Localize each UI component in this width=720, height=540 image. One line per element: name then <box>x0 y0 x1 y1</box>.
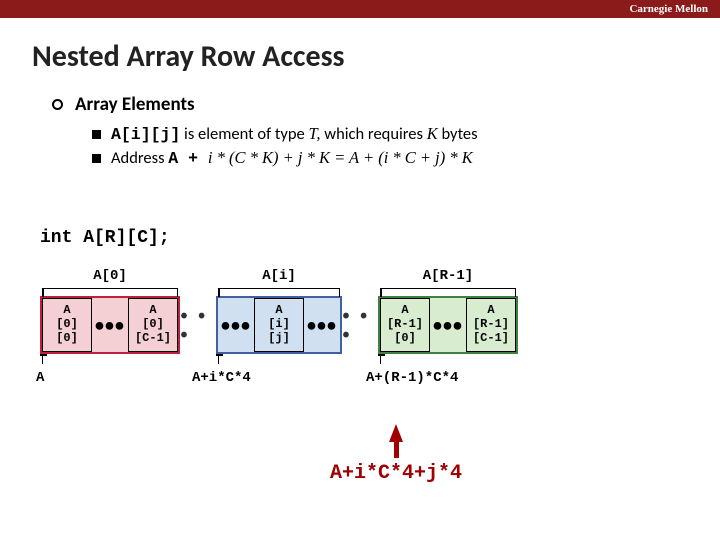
row-box-R: A [R-1] [0] ••• A [R-1] [C-1] <box>378 296 518 354</box>
bullet-line-1: A[i][j] is element of type T, which requ… <box>92 124 720 144</box>
section-heading-text: Array Elements <box>75 93 195 116</box>
dots: ••• <box>430 298 466 352</box>
gap-dots-1: • • • <box>180 306 216 344</box>
addr-R: A+(R-1)*C*4 <box>366 370 458 386</box>
row-group-R: A[R-1] A [R-1] [0] ••• A [R-1] [C-1] A+(… <box>378 268 518 386</box>
dots: ••• <box>218 298 254 352</box>
array-declaration: int A[R][C]; <box>40 228 720 248</box>
slide-title: Nested Array Row Access <box>32 38 720 75</box>
element-pointer: A+i*C*4+j*4 <box>330 420 462 485</box>
cell-0-last: A [0] [C-1] <box>128 298 178 352</box>
row-box-i: ••• A [i] [j] ••• <box>216 296 342 354</box>
cell-0-0: A [0] [0] <box>42 298 92 352</box>
dots: ••• <box>304 298 340 352</box>
bullet-square-icon <box>92 130 101 139</box>
row-box-0: A [0] [0] ••• A [0] [C-1] <box>40 296 180 354</box>
code-aij: A[i][j] <box>111 125 180 144</box>
org-label: Carnegie Mellon <box>629 3 708 15</box>
bullet-2-text: Address A + i * (C * K) + j * K = A + (i… <box>111 148 473 168</box>
row-label-i: A[i] <box>262 268 296 284</box>
arrow-stem <box>394 442 399 458</box>
element-address: A+i*C*4+j*4 <box>330 462 462 485</box>
bullet-1-text: A[i][j] is element of type T, which requ… <box>111 124 478 144</box>
cell-i-j: A [i] [j] <box>254 298 304 352</box>
bullet-line-2: Address A + i * (C * K) + j * K = A + (i… <box>92 148 720 168</box>
arrow-up-icon <box>389 424 403 442</box>
bullet-square-icon <box>92 154 101 163</box>
row-group-0: A[0] A [0] [0] ••• A [0] [C-1] A <box>40 268 180 386</box>
cell-R-last: A [R-1] [C-1] <box>466 298 516 352</box>
dots: ••• <box>92 298 128 352</box>
section-heading: Array Elements <box>52 93 720 116</box>
addr-i: A+i*C*4 <box>192 370 251 386</box>
row-group-i: A[i] ••• A [i] [j] ••• A+i*C*4 <box>216 268 342 386</box>
top-bar: Carnegie Mellon <box>0 0 720 18</box>
diagram-rows: A[0] A [0] [0] ••• A [0] [C-1] A • • • A… <box>40 268 720 386</box>
gap-dots-2: • • • <box>342 306 378 344</box>
cell-R-0: A [R-1] [0] <box>380 298 430 352</box>
row-label-0: A[0] <box>93 268 127 284</box>
bullet-circle-icon <box>52 99 63 110</box>
addr-0: A <box>36 370 44 386</box>
row-label-R: A[R-1] <box>423 268 473 284</box>
